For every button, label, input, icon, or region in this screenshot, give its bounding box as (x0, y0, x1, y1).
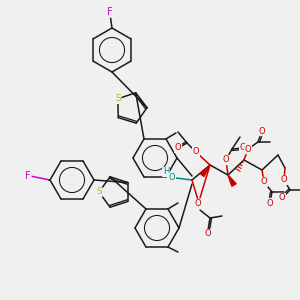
Text: F: F (107, 7, 113, 17)
Text: O: O (267, 199, 273, 208)
Text: O: O (223, 155, 229, 164)
Text: F: F (25, 171, 31, 181)
Text: O: O (279, 194, 285, 202)
Text: O: O (281, 176, 287, 184)
Text: O: O (240, 143, 246, 152)
Text: O: O (245, 145, 251, 154)
Polygon shape (228, 175, 236, 186)
Text: O: O (169, 173, 175, 182)
Text: O: O (261, 178, 267, 187)
Polygon shape (200, 165, 210, 177)
Text: O: O (195, 200, 201, 208)
Text: O: O (259, 127, 265, 136)
Text: H: H (163, 167, 169, 176)
Text: O: O (193, 148, 199, 157)
Text: S: S (115, 94, 121, 103)
Text: S: S (96, 188, 102, 196)
Text: O: O (205, 230, 211, 238)
Text: O: O (175, 143, 181, 152)
